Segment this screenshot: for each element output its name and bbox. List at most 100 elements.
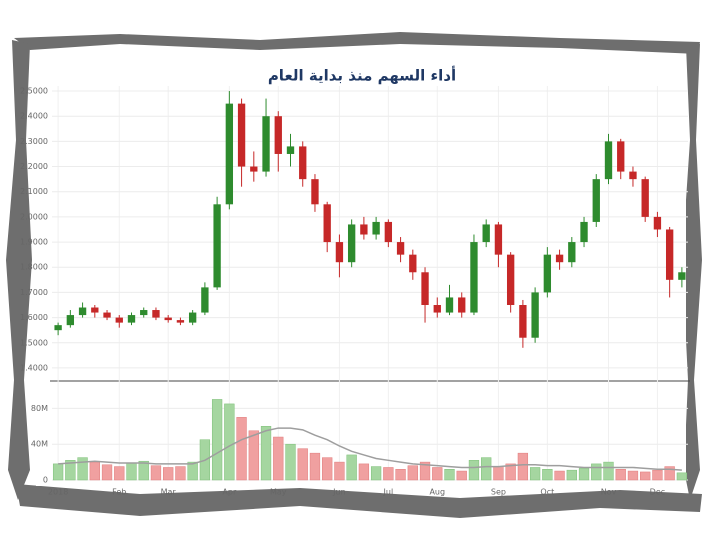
candle-body [347, 224, 356, 263]
volume-bar [187, 461, 198, 481]
y-tick-label: 2.3000 [20, 137, 48, 146]
candle-body [580, 221, 588, 243]
x-tick-label: Feb [112, 488, 126, 497]
candle-body [103, 312, 111, 318]
candle-body [555, 254, 564, 263]
volume-bar [52, 463, 64, 481]
volume-bar [676, 472, 688, 481]
volume-bar [640, 471, 651, 481]
candle-body [250, 166, 258, 172]
volume-bar [101, 464, 113, 481]
candle-body [66, 315, 75, 326]
y-tick-label: 1.9000 [20, 238, 48, 247]
candle-body [531, 292, 539, 338]
volume-bar [603, 461, 614, 481]
volume-bar [309, 452, 321, 481]
volume-bar [346, 454, 357, 481]
torn-frame [6, 32, 702, 518]
candle-body [494, 224, 503, 255]
y-tick-label: 2.4000 [20, 112, 48, 121]
volume-bar [65, 460, 76, 481]
y-tick-label: 2.5000 [20, 87, 48, 96]
candle-body [78, 307, 87, 316]
plot-background [36, 54, 686, 486]
volume-bar [175, 466, 186, 481]
candle-body [335, 242, 344, 263]
volume-bar [334, 461, 345, 481]
candle-body [262, 116, 270, 172]
candle-body [641, 179, 649, 217]
y-tick-label: 80M [31, 404, 48, 413]
volume-bar [395, 469, 406, 481]
x-tick-label: Apr [222, 488, 237, 497]
volume-bar [260, 426, 272, 481]
volume-bar [211, 399, 223, 481]
candle-body [409, 254, 417, 273]
candle-body [445, 297, 454, 313]
candle-body [164, 317, 172, 321]
volume-bar [126, 462, 137, 481]
volume-bar [407, 465, 418, 481]
volume-bar [481, 457, 492, 481]
volume-bar [358, 463, 370, 481]
candle-body [482, 224, 490, 243]
frame-bottom [16, 484, 702, 518]
volume-bar [493, 466, 504, 481]
volume-bar [591, 463, 602, 481]
candle-body [323, 204, 331, 243]
volume-bar [224, 403, 235, 481]
y-tick-label: 40M [31, 440, 48, 449]
x-tick-label: May [270, 488, 287, 497]
volume-bar [566, 469, 577, 481]
candle-body [604, 141, 613, 180]
volume-bar [627, 470, 639, 481]
candle-body [274, 116, 282, 154]
candle-body [311, 179, 319, 205]
y-tick-label: 1.6000 [20, 313, 48, 322]
volume-bar [383, 467, 394, 481]
candle-body [299, 146, 307, 180]
candle-body [115, 317, 123, 323]
volume-bar [652, 469, 663, 481]
x-tick-label: Aug [429, 488, 445, 497]
volume-bar [297, 448, 308, 481]
candle-body [421, 272, 429, 305]
candle-body [653, 216, 662, 230]
y-tick-label: 1.5000 [20, 338, 48, 347]
chart-title: أداء السهم منذ بداية العام [268, 66, 456, 85]
volume-bar [468, 460, 480, 481]
candle-body [678, 272, 686, 280]
volume-bar [432, 467, 443, 481]
volume-bar [370, 466, 382, 481]
candle-body [458, 297, 466, 313]
volume-bar [529, 467, 541, 481]
y-tick-label: 1.7000 [20, 288, 48, 297]
candle-body [127, 315, 136, 323]
volume-bar [505, 463, 516, 481]
volume-bar [322, 457, 333, 481]
volume-bar [664, 466, 675, 481]
y-tick-label: 1.8000 [20, 263, 48, 272]
volume-bar [285, 443, 296, 481]
volume-bar [138, 460, 149, 481]
volume-moving-average [58, 427, 682, 471]
x-tick-label: Dec [650, 488, 665, 497]
candle-body [617, 141, 625, 172]
volume-bar [578, 468, 590, 481]
volume-bar [542, 469, 553, 481]
candle-body [470, 242, 478, 313]
candle-body [140, 310, 148, 316]
volume-bar [273, 436, 284, 481]
x-tick-label: Mar [161, 488, 177, 497]
x-tick-label: 2018 [48, 488, 68, 497]
candle-body [176, 320, 185, 323]
candle-body [433, 305, 441, 313]
frame-right [682, 44, 702, 500]
volume-bar [77, 457, 88, 481]
candle-body [201, 287, 209, 313]
candle-body [665, 229, 674, 280]
volume-bar [419, 461, 431, 481]
x-tick-label: Nov [601, 488, 617, 497]
y-tick-label: 2.2000 [20, 162, 48, 171]
